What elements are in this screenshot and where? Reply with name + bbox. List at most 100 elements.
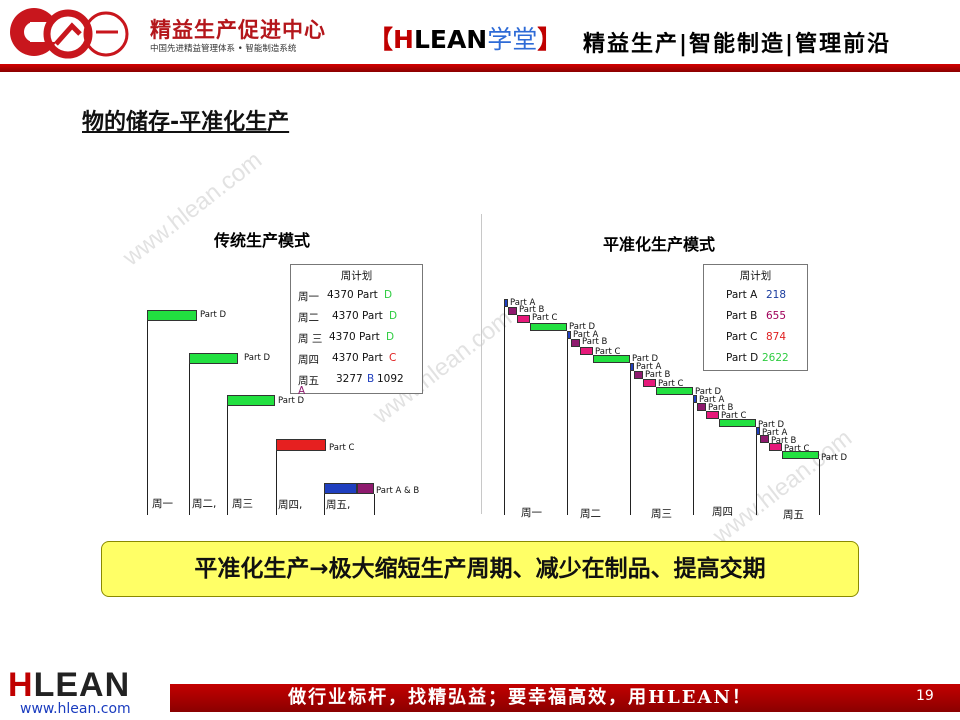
bar-label: Part D: [821, 453, 848, 463]
day-divider: [630, 371, 631, 515]
bar-label: Part D: [632, 354, 659, 364]
page-title: 物的储存-平准化生产: [82, 110, 290, 135]
day-label: 周四,: [278, 499, 303, 511]
day-label: 周一: [521, 507, 542, 519]
plan-day: 周二: [298, 312, 319, 324]
plan-qty: 3277: [336, 373, 363, 385]
conclusion-banner: 平准化生产→极大缩短生产周期、减少在制品、提高交期: [101, 541, 859, 597]
brand-h: H: [393, 25, 414, 54]
plan-row: Part A 218: [704, 289, 807, 310]
plan-row: Part C 874: [704, 331, 807, 352]
bar-part-b: [634, 371, 643, 379]
plan-row: Part D 2622: [704, 352, 807, 373]
bar-label: Part A: [699, 395, 725, 405]
plan-day: 周五: [298, 375, 319, 387]
bar-label: Part B: [519, 305, 545, 315]
plan-part: Part A: [726, 289, 758, 301]
day-divider: [567, 339, 568, 515]
plan-row: 周二 4370 Part D: [291, 310, 422, 331]
bar-label: Part D: [278, 396, 305, 406]
plan-qty: 4370 Part: [332, 352, 383, 364]
bar-label: Part D: [244, 353, 271, 363]
day-divider: [693, 403, 694, 515]
day-label: 周二,: [192, 498, 217, 510]
bar-label: Part A: [636, 362, 662, 372]
plan-part: Part B: [726, 310, 758, 322]
day-divider: [324, 494, 325, 515]
company-subtitle: 中国先进精益管理体系 • 智能制造系统: [150, 44, 297, 54]
footer-logo-rest: LEAN: [33, 666, 131, 704]
bar-part-d: [530, 323, 567, 331]
day-label: 周三: [651, 508, 672, 520]
footer-bar: [170, 684, 960, 712]
plan-qty: 874: [766, 331, 787, 343]
plan-qty: 4370 Part: [327, 289, 378, 301]
day-divider: [504, 307, 505, 515]
plan-part: A: [298, 385, 306, 397]
bar-label: Part B: [708, 403, 734, 413]
plan-title: 周计划: [340, 270, 373, 282]
bar-part-d: [719, 419, 756, 427]
company-name: 精益生产促进中心: [150, 18, 326, 42]
bar-part-b: [760, 435, 769, 443]
bar-label: Part B: [771, 436, 797, 446]
bar-part-c: [580, 347, 593, 355]
plan-title: 周计划: [739, 270, 772, 282]
brand-bracket-open: 【: [368, 25, 394, 54]
bar-part-c: [769, 443, 782, 451]
day-label: 周三: [232, 498, 253, 510]
header-rule: [0, 64, 960, 72]
plan-qty: 4370 Part: [332, 310, 383, 322]
bar-label: Part B: [645, 370, 671, 380]
brand-bracket-close: 】: [537, 25, 563, 54]
bar-part-d: [782, 451, 819, 459]
day-label: 周一: [152, 498, 173, 510]
bar-label: Part C: [721, 411, 747, 421]
day-label: 周二: [580, 508, 601, 520]
plan-qty: 1092: [377, 373, 404, 385]
bar-label: Part D: [758, 420, 785, 430]
watermark: www.hlean.com: [118, 146, 268, 272]
bar-part-c: [706, 411, 719, 419]
bar-label: Part A & B: [376, 486, 420, 496]
page-number: 19: [916, 688, 934, 704]
plan-part: Part D: [726, 352, 759, 364]
plan-day: 周四: [298, 354, 319, 366]
day-divider: [276, 451, 277, 515]
bar-label: Part D: [200, 310, 227, 320]
plan-qty: 2622: [762, 352, 789, 364]
bar-part-d: [189, 353, 238, 364]
plan-part: Part C: [726, 331, 758, 343]
day-label: 周四: [712, 506, 733, 518]
plan-row: 周 三 4370 Part D: [291, 331, 422, 352]
day-divider: [227, 406, 228, 515]
bar-part-a: [504, 299, 508, 307]
traditional-plan-box: 周计划 周一 4370 Part D 周二 4370 Part D 周 三 43…: [290, 264, 423, 397]
bar-part-a: [693, 395, 697, 403]
bar-part-a: [567, 331, 571, 339]
bar-part-d: [593, 355, 630, 363]
bar-label: Part B: [582, 337, 608, 347]
plan-qty: 655: [766, 310, 787, 322]
day-label: 周五,: [326, 499, 351, 511]
day-divider: [819, 459, 820, 515]
bar-label: Part C: [784, 444, 810, 454]
day-divider: [756, 435, 757, 515]
leveled-plan-box: 周计划 Part A 218 Part B 655 Part C 874 Par…: [703, 264, 808, 371]
footer-url[interactable]: www.hlean.com: [20, 701, 131, 717]
traditional-chart-title: 传统生产模式: [214, 231, 311, 250]
bar-label: Part D: [695, 387, 722, 397]
bar-label: Part C: [329, 443, 355, 453]
footer-slogan: 做行业标杆，找精弘益；要幸福高效，用HLEAN！: [288, 687, 752, 708]
day-divider: [189, 364, 190, 515]
bar-part-d: [227, 395, 275, 406]
bar-label: Part A: [762, 428, 788, 438]
brand-lean: LEAN: [413, 25, 488, 54]
bar-part-b: [508, 307, 517, 315]
day-label: 周五: [783, 509, 804, 521]
bar-label: Part D: [569, 322, 596, 332]
header-slogan: 精益生产|智能制造|管理前沿: [583, 32, 892, 57]
brand-tag: 【HLEAN学堂】: [368, 20, 562, 56]
bar-label: Part A: [573, 330, 599, 340]
brand-xuetang: 学堂: [487, 25, 538, 54]
